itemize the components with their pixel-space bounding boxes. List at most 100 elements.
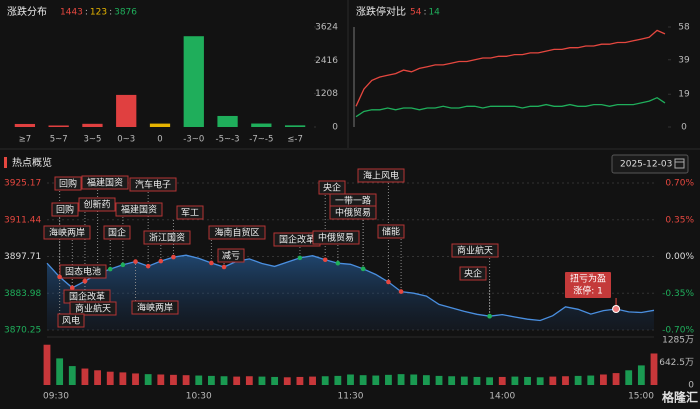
annotation-box	[131, 300, 179, 315]
volume-bar	[372, 375, 380, 385]
annotation-dot	[69, 285, 75, 291]
volume-bar	[81, 368, 89, 385]
bar	[251, 123, 272, 127]
volume-bar	[233, 376, 241, 385]
annotation: 浙江国资	[143, 230, 191, 245]
annotation-dot	[158, 258, 164, 264]
annotation-label: 海南自贸区	[214, 227, 259, 239]
y-tick-label: 1208	[315, 89, 338, 99]
count: 3876	[114, 8, 137, 18]
annotation-box	[54, 176, 82, 191]
panel-title: 涨跌停对比	[356, 5, 406, 18]
annotation-label: 商业航天	[457, 245, 493, 257]
x-tick-label: 11:30	[338, 392, 364, 402]
annotation: 海上风电	[357, 168, 405, 183]
volume-bar	[309, 376, 316, 385]
annotation-box	[312, 230, 360, 245]
annotation: 商业航天	[451, 243, 499, 258]
tooltip-label: 扭亏为盈	[570, 273, 606, 285]
volume-bar	[106, 371, 114, 385]
y-tick-label: 3883.98	[4, 289, 41, 299]
y-tick-label: 19	[678, 90, 690, 100]
annotation-box	[81, 175, 129, 190]
annotation: 创新药	[78, 197, 116, 212]
calendar-icon[interactable]	[674, 158, 685, 169]
volume-bar	[271, 376, 279, 385]
annotation-box	[51, 202, 79, 217]
x-tick-label: -3~0	[183, 135, 204, 145]
annotation-box	[377, 224, 405, 239]
annotation: 央企	[459, 266, 487, 281]
bar	[48, 125, 69, 127]
x-tick-label: ≤-7	[287, 135, 303, 145]
volume-bar	[498, 376, 506, 385]
volume-bar	[220, 376, 228, 385]
volume-bar	[562, 376, 569, 385]
volume-bar	[283, 377, 291, 385]
annotation-label: 海峡两岸	[49, 227, 85, 239]
y2-tick-label: -0.70%	[662, 326, 694, 336]
series-line	[355, 29, 666, 107]
volume-bar	[486, 377, 494, 385]
count-separator: :	[85, 8, 88, 18]
annotation: 央企	[318, 180, 346, 195]
volume-bar	[94, 370, 101, 385]
annotation-label: 国企	[108, 227, 126, 239]
volume-bar	[410, 374, 418, 385]
x-tick-label: -5~-3	[216, 135, 240, 145]
annotation: 国企	[103, 225, 131, 240]
annotation-dot	[209, 260, 214, 266]
tooltip-dot	[612, 304, 621, 313]
date-picker[interactable]	[611, 154, 689, 174]
annotation-box	[329, 205, 377, 220]
volume-bar	[132, 373, 139, 385]
watermark: 格隆汇	[662, 390, 698, 405]
panel-title: 涨跌分布	[7, 5, 47, 18]
volume-tick-label: 642.5万	[659, 358, 694, 368]
count: 54	[410, 8, 422, 18]
bar	[14, 123, 36, 127]
y-tick-label: 2416	[315, 56, 338, 66]
annotation-label: 海峡两岸	[137, 302, 173, 314]
annotation: 国企改革	[273, 232, 321, 247]
volume-bar	[448, 376, 456, 385]
annotation-label: 风电	[62, 315, 80, 327]
series-line	[355, 96, 666, 118]
tooltip-box	[565, 272, 611, 298]
volume-bar	[625, 370, 633, 385]
annotation-label: 央企	[323, 182, 341, 194]
annotation-label: 海上风电	[363, 170, 399, 182]
annotation-label: 商业航天	[75, 303, 111, 315]
volume-bar	[574, 375, 582, 385]
volume-bar	[422, 375, 430, 385]
annotation: 固态电池	[59, 264, 107, 279]
x-tick-label: 10:30	[186, 392, 212, 402]
annotation-label: 中俄贸易	[318, 232, 354, 244]
x-tick-label: ≥7	[19, 135, 32, 145]
annotation-dot	[133, 259, 138, 264]
date-text[interactable]: 2025-12-03	[620, 160, 672, 170]
annotation: 风电	[57, 313, 85, 328]
annotation-dot	[145, 263, 151, 269]
volume-bar	[296, 376, 304, 385]
volume-bar	[359, 375, 367, 385]
volume-bar	[68, 366, 76, 385]
annotation-box	[208, 225, 266, 240]
y-tick-label: 3870.25	[4, 326, 41, 336]
x-tick-label: 0	[157, 135, 162, 145]
annotation-label: 汽车电子	[135, 179, 171, 191]
count: 14	[428, 8, 440, 18]
volume-bar	[170, 374, 177, 385]
annotation: 一带一路	[329, 193, 377, 208]
volume-bar	[195, 375, 203, 385]
count: 123	[90, 8, 107, 18]
volume-bar	[536, 377, 544, 385]
volume-tick-label: 1285万	[662, 336, 694, 346]
volume-bar	[334, 375, 342, 385]
annotation-label: 储能	[382, 226, 400, 238]
bar	[284, 125, 306, 127]
annotation-dot	[360, 266, 366, 272]
annotation-box	[357, 168, 405, 183]
annotation-dot	[57, 274, 62, 280]
